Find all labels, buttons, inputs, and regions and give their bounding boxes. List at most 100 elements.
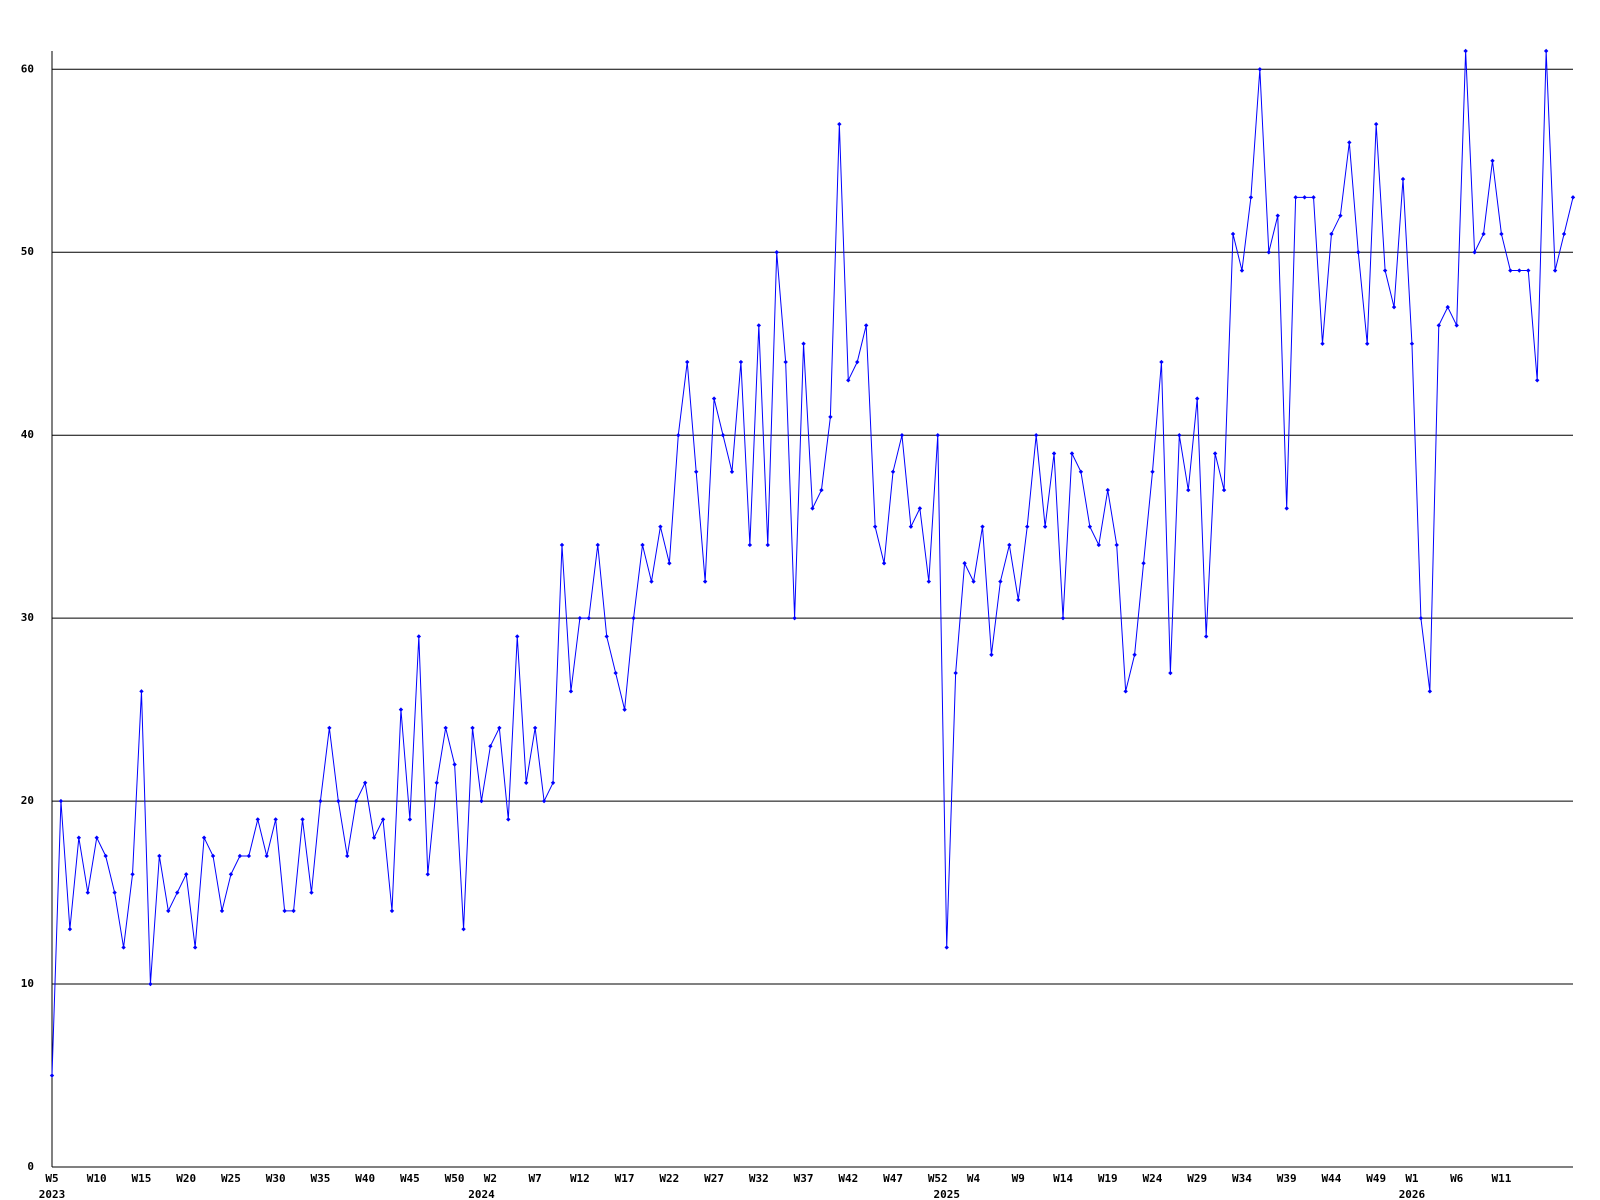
point-marker bbox=[837, 121, 842, 127]
point-marker bbox=[488, 744, 493, 749]
point-marker bbox=[559, 542, 565, 548]
point-marker bbox=[416, 634, 422, 639]
point-marker bbox=[1552, 268, 1558, 273]
point-marker bbox=[103, 853, 108, 859]
point-marker bbox=[1293, 195, 1298, 200]
point-marker bbox=[747, 542, 753, 548]
point-marker bbox=[246, 853, 252, 859]
point-marker bbox=[1257, 67, 1263, 72]
point-marker bbox=[846, 378, 851, 383]
point-marker bbox=[282, 908, 287, 914]
point-marker bbox=[1186, 487, 1191, 493]
point-marker bbox=[1177, 432, 1182, 438]
x-year-label: 2023 bbox=[39, 1188, 66, 1200]
point-marker bbox=[1454, 323, 1459, 328]
y-tick-label: 50 bbox=[21, 245, 34, 258]
point-marker bbox=[1329, 231, 1334, 237]
point-marker bbox=[998, 579, 1003, 584]
point-marker bbox=[1490, 158, 1495, 163]
point-marker bbox=[210, 853, 216, 859]
point-marker bbox=[67, 926, 73, 932]
point-marker bbox=[532, 725, 538, 731]
point-marker bbox=[828, 414, 833, 420]
point-marker bbox=[515, 634, 520, 639]
point-marker bbox=[863, 323, 869, 328]
point-marker bbox=[586, 615, 592, 621]
x-tick-label: W45 bbox=[400, 1172, 420, 1185]
point-marker bbox=[1356, 250, 1361, 255]
y-tick-label: 0 bbox=[27, 1160, 34, 1173]
point-marker bbox=[1275, 213, 1280, 218]
x-tick-label: W19 bbox=[1098, 1172, 1118, 1185]
point-marker bbox=[192, 945, 198, 950]
x-tick-label: W15 bbox=[132, 1172, 152, 1185]
point-marker bbox=[273, 817, 278, 822]
x-year-label: 2026 bbox=[1399, 1188, 1426, 1200]
point-marker bbox=[434, 780, 439, 786]
point-marker bbox=[711, 396, 717, 401]
point-marker bbox=[676, 432, 681, 438]
point-marker bbox=[1373, 121, 1379, 127]
point-marker bbox=[1400, 176, 1406, 182]
point-marker bbox=[1526, 268, 1531, 273]
point-marker bbox=[1418, 615, 1424, 621]
x-tick-label: W7 bbox=[529, 1172, 542, 1185]
point-marker bbox=[1114, 542, 1119, 548]
point-marker bbox=[604, 634, 609, 639]
point-marker bbox=[1311, 195, 1316, 200]
point-marker bbox=[1508, 268, 1513, 273]
point-marker bbox=[1105, 487, 1110, 493]
point-marker bbox=[1025, 524, 1030, 529]
point-marker bbox=[810, 506, 815, 511]
x-tick-label: W10 bbox=[87, 1172, 107, 1185]
point-marker bbox=[649, 579, 654, 584]
point-marker bbox=[568, 689, 574, 694]
x-tick-label: W14 bbox=[1053, 1172, 1073, 1185]
y-tick-label: 40 bbox=[21, 428, 34, 441]
point-marker bbox=[85, 890, 90, 895]
point-marker bbox=[819, 487, 824, 493]
x-year-label: 2025 bbox=[933, 1188, 960, 1200]
y-tick-label: 10 bbox=[21, 977, 34, 990]
point-marker bbox=[622, 707, 627, 712]
point-marker bbox=[407, 817, 413, 822]
point-marker bbox=[461, 926, 466, 932]
point-marker bbox=[855, 359, 860, 365]
point-marker bbox=[953, 670, 958, 676]
point-marker bbox=[980, 524, 985, 529]
point-marker bbox=[756, 323, 762, 328]
point-marker bbox=[1123, 689, 1128, 694]
point-marker bbox=[1409, 341, 1415, 346]
point-marker bbox=[1230, 231, 1236, 237]
point-marker bbox=[425, 872, 430, 877]
point-marker bbox=[76, 835, 82, 840]
point-marker bbox=[184, 872, 189, 877]
x-tick-label: W11 bbox=[1491, 1172, 1511, 1185]
point-marker bbox=[1499, 231, 1504, 237]
point-marker bbox=[112, 890, 117, 895]
point-marker bbox=[1159, 359, 1164, 365]
point-marker bbox=[1051, 451, 1057, 456]
point-marker bbox=[1132, 652, 1137, 657]
point-marker bbox=[300, 817, 305, 822]
point-marker bbox=[872, 524, 878, 529]
point-marker bbox=[1007, 542, 1012, 548]
point-marker bbox=[497, 725, 502, 731]
y-tick-label: 30 bbox=[21, 611, 34, 624]
point-marker bbox=[890, 469, 896, 474]
point-marker bbox=[1042, 524, 1048, 529]
point-marker bbox=[640, 542, 645, 548]
point-marker bbox=[1195, 396, 1200, 401]
point-marker bbox=[774, 250, 779, 255]
point-marker bbox=[693, 469, 699, 474]
point-marker bbox=[49, 1073, 55, 1078]
point-marker bbox=[94, 835, 99, 840]
point-marker bbox=[935, 432, 940, 438]
point-marker bbox=[702, 579, 708, 584]
point-marker bbox=[380, 817, 386, 822]
x-tick-label: W6 bbox=[1450, 1172, 1464, 1185]
point-marker bbox=[354, 798, 359, 804]
point-marker bbox=[667, 561, 672, 566]
point-marker bbox=[658, 524, 663, 529]
